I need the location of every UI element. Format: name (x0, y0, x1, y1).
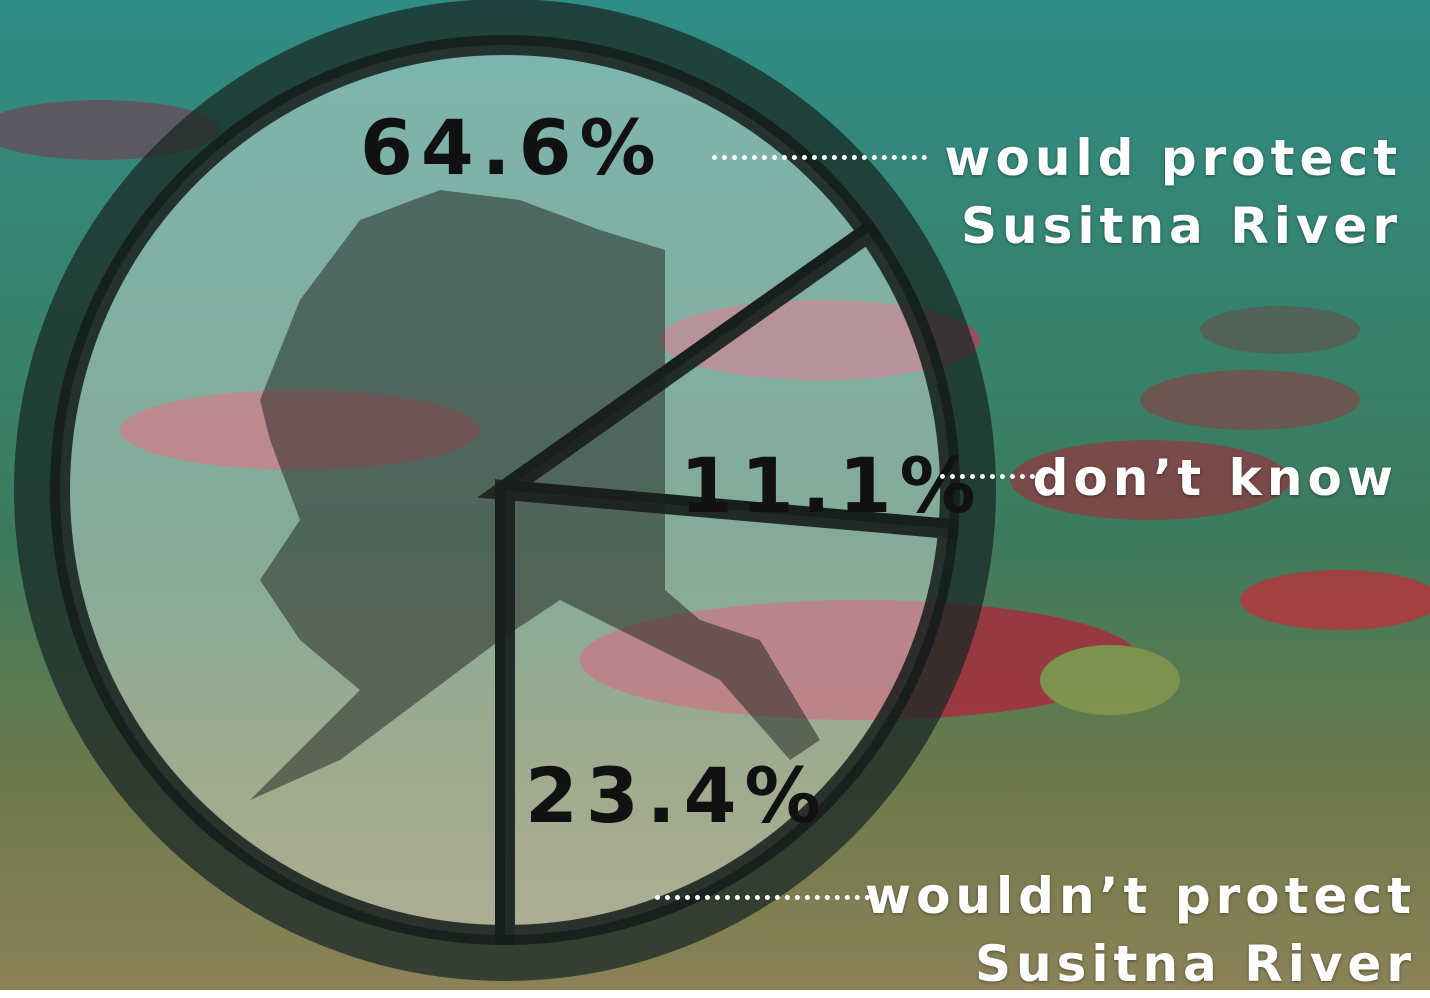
leader-line (712, 155, 927, 160)
category-label: don’t know (1032, 449, 1398, 507)
leader-line (940, 474, 1045, 479)
leader-line (655, 895, 870, 900)
value-label: 64.6% (360, 103, 664, 192)
value-label: 23.4% (525, 751, 829, 840)
pie-ring (14, 0, 996, 981)
value-label: 11.1% (680, 441, 984, 530)
alaska-silhouette (250, 190, 820, 800)
category-label: would protect Susitna River (944, 129, 1402, 255)
category-label: wouldn’t protect Susitna River (864, 867, 1416, 993)
